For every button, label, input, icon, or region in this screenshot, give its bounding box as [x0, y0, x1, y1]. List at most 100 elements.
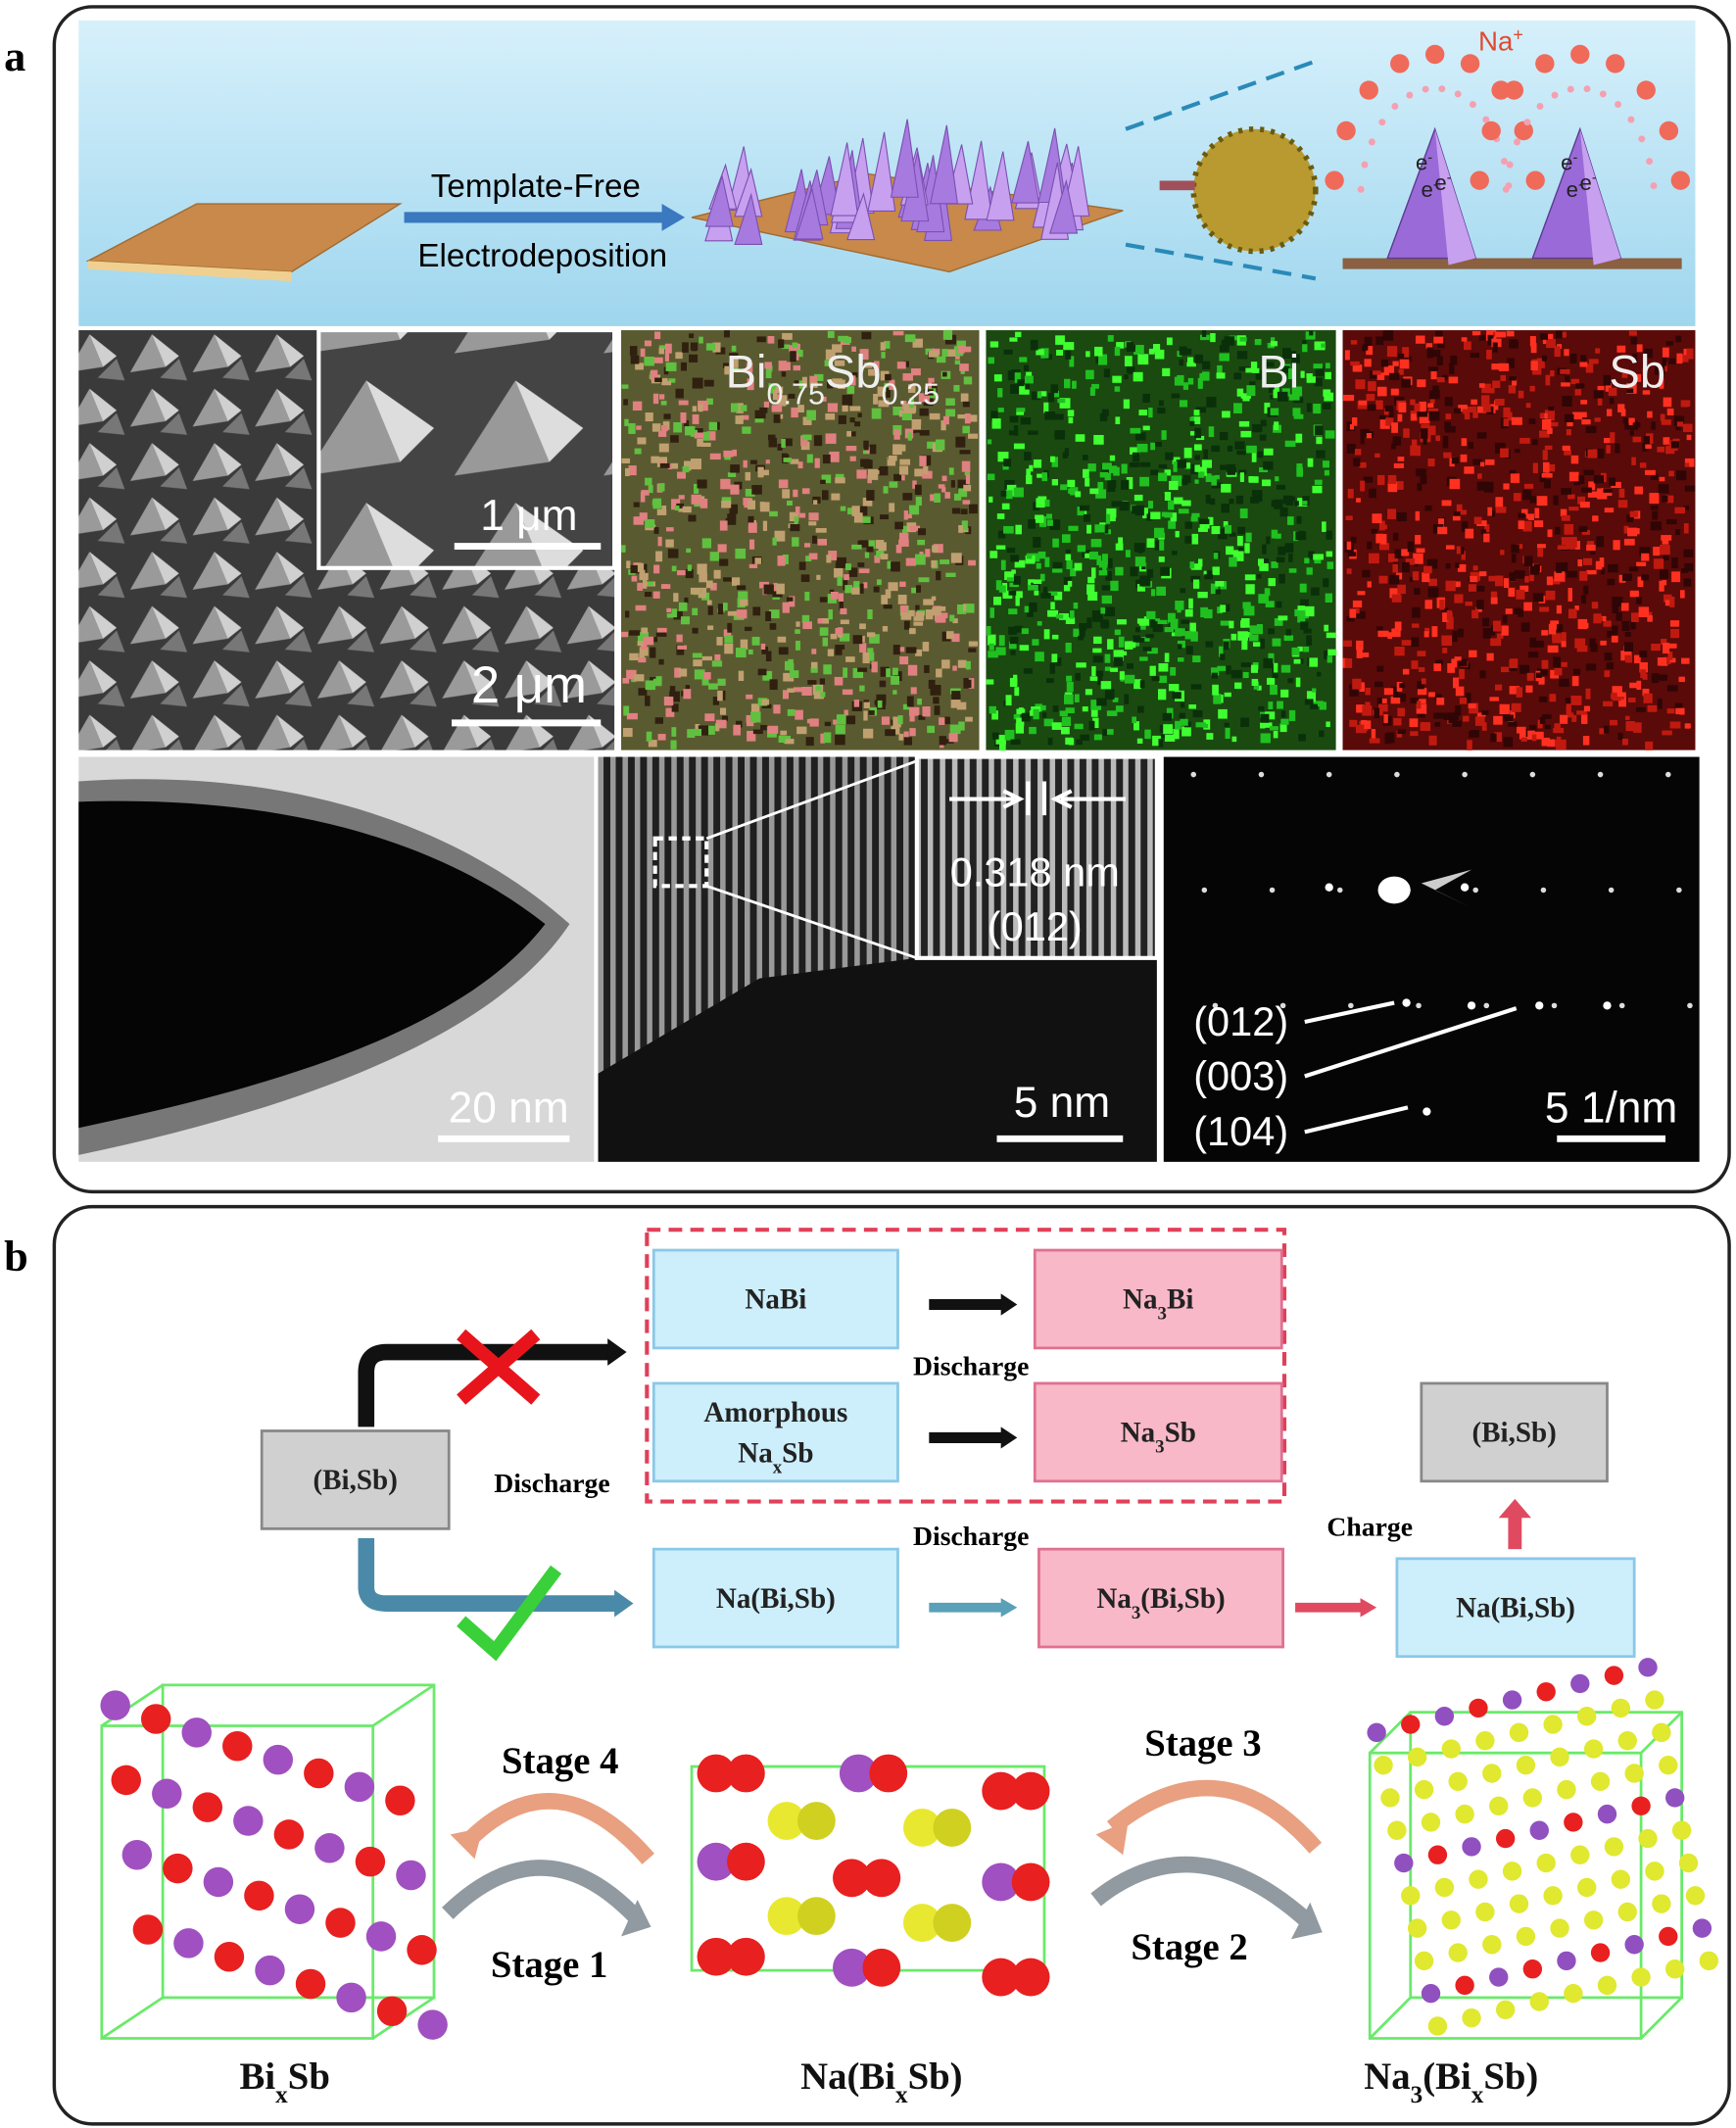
pixel: [1270, 684, 1278, 696]
pixel: [1416, 548, 1425, 554]
pixel: [1410, 731, 1419, 737]
pixel: [1554, 346, 1561, 358]
pixel: [1518, 512, 1525, 518]
pixel: [652, 591, 660, 599]
pixel: [1480, 461, 1485, 467]
flow-arrow: [1508, 1515, 1522, 1550]
atom: [697, 1842, 736, 1881]
pixel: [868, 368, 879, 376]
pixel: [1386, 346, 1398, 358]
pixel: [1626, 388, 1634, 394]
pixel: [1205, 473, 1212, 483]
pixel: [940, 420, 946, 431]
pixel: [793, 489, 798, 498]
pixel: [852, 635, 863, 645]
plane-labels: (012)(003)(104): [1193, 998, 1518, 1154]
pixel: [1164, 469, 1172, 476]
pixel: [767, 434, 776, 441]
atom: [833, 1948, 871, 1987]
pixel: [869, 634, 880, 644]
pixel: [1141, 637, 1150, 642]
scale-label: 1 μm: [480, 492, 577, 540]
pixel: [1203, 449, 1209, 459]
pixel: [827, 649, 835, 656]
pixel: [703, 672, 711, 680]
pixel: [1192, 710, 1203, 718]
pixel: [659, 462, 670, 468]
pixel: [1126, 641, 1136, 649]
pixel: [670, 740, 677, 750]
pixel: [1495, 497, 1504, 508]
pixel: [1217, 665, 1228, 671]
pixel: [1397, 413, 1403, 422]
pixel: [915, 554, 926, 565]
pixel: [941, 487, 946, 493]
pixel: [773, 704, 781, 714]
pixel: [1609, 398, 1615, 405]
pixel: [989, 551, 998, 558]
pixel: [1462, 409, 1469, 414]
atom: [1374, 1755, 1393, 1775]
pixel: [1191, 512, 1200, 517]
pixel: [1201, 330, 1207, 337]
pixel: [674, 506, 680, 511]
pixel: [1532, 593, 1544, 603]
pixel: [1239, 472, 1245, 482]
pixel: [1561, 661, 1567, 667]
pixel: [626, 560, 631, 569]
pixel: [1316, 450, 1326, 459]
pixel: [820, 692, 826, 698]
pixel: [1640, 669, 1647, 679]
pixel: [1472, 411, 1478, 418]
atom: [1509, 1894, 1529, 1913]
pixel: [1099, 471, 1109, 478]
pixel: [1116, 619, 1127, 625]
pixel: [866, 546, 874, 553]
tem-particle: [78, 800, 546, 1129]
spacing-label: 0.318 nm: [950, 848, 1120, 895]
pixel: [1076, 662, 1086, 668]
pixel: [824, 360, 832, 366]
pixel: [802, 416, 812, 425]
pixel: [1297, 605, 1306, 611]
pixel: [1283, 497, 1288, 503]
label: e-: [1416, 150, 1432, 174]
pixel: [1374, 707, 1380, 719]
pixel: [1486, 350, 1492, 360]
pixel: [1195, 722, 1206, 728]
pixel: [1423, 565, 1432, 574]
pixel: [1372, 370, 1381, 375]
pixel: [692, 627, 699, 634]
pixel: [1037, 551, 1046, 559]
pixel: [1662, 347, 1669, 358]
pixel: [626, 669, 637, 680]
pixel: [665, 362, 677, 371]
pixel: [1274, 662, 1278, 673]
pixel: [1342, 657, 1347, 668]
pixel: [1587, 449, 1598, 459]
pixel: [1025, 375, 1034, 384]
pixel: [675, 352, 683, 360]
pixel: [1529, 570, 1534, 582]
pixel: [1518, 609, 1523, 617]
atom: [1455, 1804, 1474, 1824]
pixel: [1541, 472, 1553, 478]
label: e-: [1580, 170, 1597, 195]
pixel: [1364, 359, 1372, 367]
pixel: [1518, 390, 1524, 399]
pixel: [840, 619, 849, 625]
pixel: [1182, 474, 1191, 484]
text-segment: Na(Bi,Sb): [716, 1583, 836, 1615]
atom: [1495, 2000, 1516, 2020]
pixel: [699, 572, 707, 583]
pixel: [730, 403, 739, 412]
field: [1638, 135, 1646, 143]
pixel: [1668, 643, 1677, 649]
field: [1501, 158, 1508, 166]
pixel: [650, 647, 656, 658]
pixel: [924, 664, 930, 673]
pixel: [1532, 462, 1538, 474]
pixel: [1104, 666, 1112, 671]
pixel: [1326, 561, 1334, 569]
pixel: [1192, 579, 1200, 589]
